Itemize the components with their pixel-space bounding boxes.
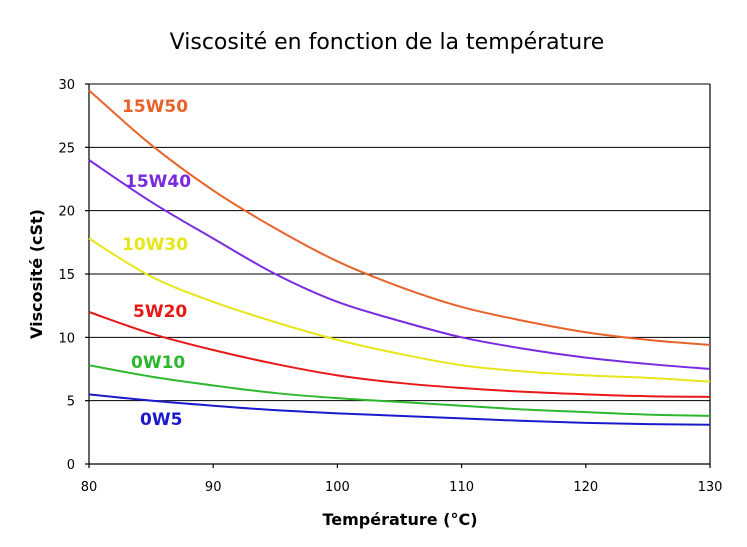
series-line-0w5 <box>88 393 711 426</box>
x-tick-label: 120 <box>573 480 598 495</box>
chart-title: Viscosité en fonction de la température <box>170 30 605 55</box>
series-label-5w20: 5W20 <box>133 302 187 322</box>
series-line-15w40 <box>88 159 711 370</box>
y-tick-label: 15 <box>58 268 75 283</box>
series-label-0w5: 0W5 <box>140 410 182 430</box>
y-tick-label: 25 <box>58 141 75 156</box>
y-tick-label: 30 <box>58 78 75 93</box>
series-label-15w50: 15W50 <box>122 97 188 117</box>
x-axis-label: Température (°C) <box>322 510 477 529</box>
y-tick-label: 10 <box>58 331 75 346</box>
series-line-15w50 <box>88 89 711 346</box>
y-axis-label: Viscosité (cSt) <box>27 209 46 339</box>
series-label-10w30: 10W30 <box>122 235 188 255</box>
grid-lines <box>89 83 710 402</box>
series-line-0w10 <box>88 364 711 417</box>
y-tick-label: 20 <box>58 205 75 220</box>
series-label-0w10: 0W10 <box>131 353 185 373</box>
series-lines <box>88 89 711 426</box>
x-tick-label: 100 <box>325 480 350 495</box>
axes <box>85 83 711 468</box>
y-tick-label: 0 <box>67 458 75 473</box>
series-line-10w30 <box>88 237 711 383</box>
series-line-5w20 <box>88 311 711 398</box>
tick-labels: 0 5 10 15 20 25 30 80 90 100 110 120 130 <box>58 78 722 495</box>
series-label-15w40: 15W40 <box>125 172 191 192</box>
x-tick-label: 130 <box>698 480 723 495</box>
x-tick-label: 90 <box>205 480 222 495</box>
y-tick-label: 5 <box>67 395 75 410</box>
series-labels: 15W50 15W40 10W30 5W20 0W10 0W5 <box>122 97 191 430</box>
x-tick-label: 80 <box>81 480 98 495</box>
x-tick-label: 110 <box>449 480 474 495</box>
